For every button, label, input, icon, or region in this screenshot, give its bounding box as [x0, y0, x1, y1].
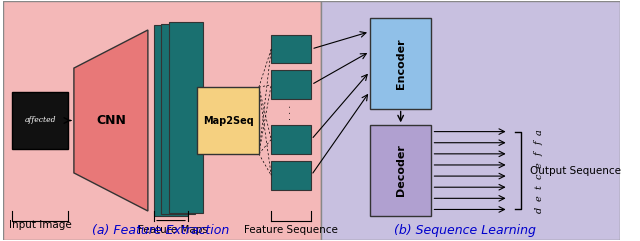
Text: e: e [535, 162, 544, 168]
Text: affected: affected [24, 116, 56, 125]
FancyBboxPatch shape [169, 22, 203, 213]
Text: (a) Feature Extraction: (a) Feature Extraction [92, 224, 229, 237]
Text: Output Sequence: Output Sequence [530, 166, 621, 175]
FancyBboxPatch shape [271, 35, 311, 63]
Text: Encoder: Encoder [396, 38, 406, 89]
Text: t: t [535, 185, 544, 189]
FancyBboxPatch shape [370, 18, 431, 109]
Text: c: c [535, 173, 544, 179]
Text: e: e [535, 195, 544, 201]
FancyBboxPatch shape [370, 125, 431, 216]
Text: (b) Sequence Learning: (b) Sequence Learning [394, 224, 536, 237]
FancyBboxPatch shape [12, 92, 68, 149]
Polygon shape [74, 30, 148, 211]
FancyBboxPatch shape [161, 24, 195, 214]
FancyBboxPatch shape [271, 70, 311, 99]
Text: Feature Sequence: Feature Sequence [244, 225, 338, 235]
Text: Map2Seq: Map2Seq [203, 115, 253, 126]
Text: Decoder: Decoder [396, 145, 406, 196]
Text: CNN: CNN [96, 114, 126, 127]
FancyBboxPatch shape [321, 1, 620, 240]
FancyBboxPatch shape [271, 161, 311, 190]
Text: f: f [535, 152, 544, 156]
FancyBboxPatch shape [197, 87, 259, 154]
Text: a: a [535, 129, 544, 134]
Text: Input Image: Input Image [8, 220, 72, 230]
FancyBboxPatch shape [3, 1, 321, 240]
Text: d: d [535, 206, 544, 213]
Text: · · ·: · · · [286, 105, 296, 120]
Text: f: f [535, 141, 544, 145]
Text: Feature Maps: Feature Maps [138, 225, 207, 235]
FancyBboxPatch shape [271, 125, 311, 154]
FancyBboxPatch shape [154, 25, 188, 216]
